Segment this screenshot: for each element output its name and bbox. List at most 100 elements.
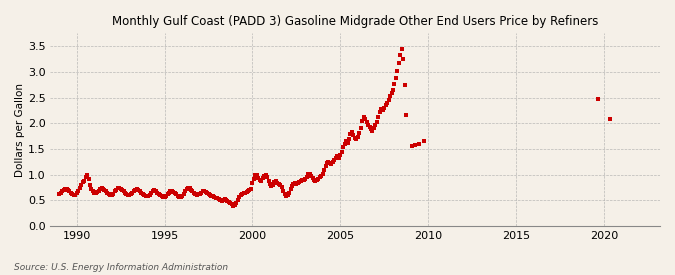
Point bbox=[73, 189, 84, 193]
Point bbox=[593, 96, 603, 101]
Point bbox=[260, 172, 271, 177]
Text: Source: U.S. Energy Information Administration: Source: U.S. Energy Information Administ… bbox=[14, 263, 227, 272]
Point bbox=[301, 174, 312, 179]
Point bbox=[326, 162, 337, 166]
Point bbox=[307, 176, 318, 180]
Point bbox=[211, 196, 221, 200]
Point bbox=[344, 136, 354, 141]
Point bbox=[302, 171, 313, 176]
Point bbox=[186, 188, 196, 192]
Point bbox=[149, 188, 160, 193]
Point bbox=[272, 181, 283, 185]
Point bbox=[221, 198, 232, 202]
Point bbox=[178, 192, 189, 196]
Point bbox=[269, 180, 279, 185]
Point bbox=[132, 187, 142, 191]
Point bbox=[371, 120, 382, 124]
Point bbox=[308, 177, 319, 182]
Point bbox=[158, 194, 169, 199]
Point bbox=[356, 126, 367, 131]
Point bbox=[54, 192, 65, 196]
Point bbox=[331, 156, 342, 160]
Point bbox=[360, 117, 371, 121]
Point bbox=[253, 175, 264, 180]
Point bbox=[138, 193, 149, 197]
Point bbox=[294, 180, 304, 184]
Point bbox=[313, 177, 324, 181]
Point bbox=[310, 178, 321, 183]
Point bbox=[222, 199, 233, 204]
Point bbox=[203, 192, 214, 196]
Point bbox=[117, 188, 128, 192]
Point bbox=[79, 178, 90, 183]
Point bbox=[341, 139, 352, 143]
Point bbox=[97, 186, 107, 191]
Point bbox=[351, 136, 362, 141]
Point bbox=[282, 193, 293, 197]
Point bbox=[163, 190, 174, 195]
Point bbox=[161, 193, 171, 198]
Point bbox=[342, 141, 353, 145]
Point bbox=[414, 142, 425, 146]
Point bbox=[86, 187, 97, 191]
Point bbox=[105, 193, 116, 197]
Point bbox=[241, 190, 252, 194]
Point bbox=[176, 195, 186, 199]
Point bbox=[361, 120, 372, 124]
Point bbox=[169, 191, 180, 195]
Point bbox=[107, 192, 117, 197]
Point bbox=[172, 193, 183, 198]
Point bbox=[197, 189, 208, 194]
Point bbox=[311, 177, 322, 182]
Point bbox=[354, 131, 364, 136]
Point bbox=[191, 192, 202, 197]
Point bbox=[58, 188, 69, 192]
Point bbox=[108, 191, 119, 196]
Point bbox=[248, 177, 259, 181]
Point bbox=[114, 186, 125, 190]
Point bbox=[238, 191, 249, 195]
Point bbox=[398, 57, 408, 61]
Point bbox=[147, 189, 158, 194]
Point bbox=[213, 197, 224, 201]
Point bbox=[362, 123, 373, 127]
Point bbox=[92, 190, 103, 194]
Point bbox=[215, 198, 225, 202]
Point bbox=[418, 139, 429, 143]
Point bbox=[604, 116, 615, 121]
Point bbox=[102, 191, 113, 195]
Point bbox=[225, 201, 236, 205]
Point bbox=[352, 135, 363, 139]
Point bbox=[379, 106, 389, 110]
Point bbox=[396, 46, 407, 51]
Point bbox=[124, 193, 135, 197]
Point bbox=[190, 192, 200, 196]
Point bbox=[171, 192, 182, 196]
Point bbox=[133, 188, 144, 192]
Point bbox=[151, 189, 161, 194]
Point bbox=[257, 176, 268, 180]
Point bbox=[236, 193, 246, 197]
Point bbox=[242, 189, 253, 193]
Point bbox=[288, 182, 299, 186]
Point bbox=[383, 97, 394, 102]
Point bbox=[290, 181, 300, 185]
Point bbox=[202, 191, 213, 195]
Point bbox=[136, 190, 146, 195]
Point bbox=[64, 189, 75, 194]
Point bbox=[387, 88, 398, 92]
Point bbox=[250, 172, 261, 177]
Point bbox=[400, 82, 410, 87]
Point bbox=[168, 190, 179, 194]
Point bbox=[246, 187, 256, 191]
Point bbox=[198, 189, 209, 193]
Point bbox=[385, 94, 396, 99]
Point bbox=[152, 190, 163, 195]
Point bbox=[173, 194, 184, 199]
Point bbox=[358, 115, 369, 119]
Point bbox=[155, 193, 165, 197]
Point bbox=[57, 189, 68, 194]
Point bbox=[369, 126, 379, 131]
Point bbox=[340, 142, 350, 146]
Point bbox=[119, 191, 130, 195]
